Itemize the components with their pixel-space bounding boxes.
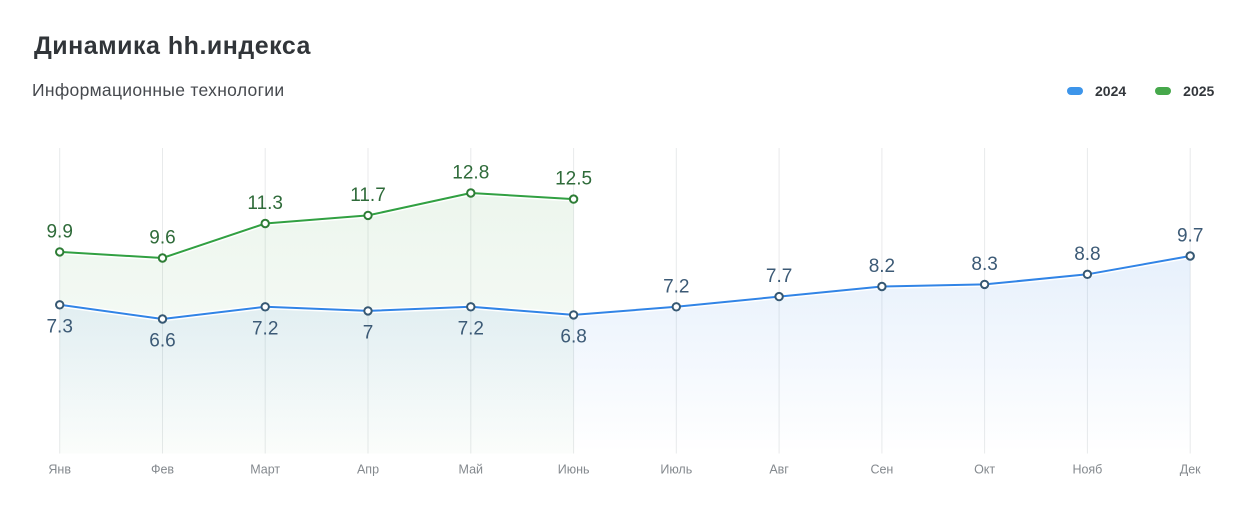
svg-text:Нояб: Нояб <box>1072 463 1102 477</box>
svg-text:7.2: 7.2 <box>663 276 689 297</box>
svg-text:Авг: Авг <box>769 463 789 477</box>
svg-text:9.7: 9.7 <box>1177 226 1203 247</box>
svg-text:11.3: 11.3 <box>247 193 283 214</box>
svg-text:8.3: 8.3 <box>971 254 997 275</box>
svg-text:Март: Март <box>250 463 280 477</box>
svg-text:6.6: 6.6 <box>149 331 175 352</box>
svg-text:7.7: 7.7 <box>766 266 792 287</box>
svg-text:12.8: 12.8 <box>452 163 489 184</box>
svg-text:Сен: Сен <box>870 463 893 477</box>
svg-text:12.5: 12.5 <box>555 169 592 190</box>
svg-text:7: 7 <box>363 322 374 343</box>
svg-text:Янв: Янв <box>48 463 71 477</box>
svg-text:8.8: 8.8 <box>1074 244 1100 265</box>
svg-text:Апр: Апр <box>357 463 379 477</box>
svg-text:Июль: Июль <box>660 463 692 477</box>
svg-text:Май: Май <box>459 463 484 477</box>
svg-text:7.2: 7.2 <box>252 318 278 339</box>
svg-text:6.8: 6.8 <box>560 326 586 347</box>
svg-text:9.9: 9.9 <box>46 221 72 242</box>
svg-text:7.2: 7.2 <box>458 318 484 339</box>
svg-text:Фев: Фев <box>151 463 174 477</box>
svg-text:8.2: 8.2 <box>869 256 895 277</box>
svg-text:7.3: 7.3 <box>46 316 72 337</box>
svg-text:11.7: 11.7 <box>350 185 386 206</box>
svg-text:9.6: 9.6 <box>149 228 175 249</box>
svg-text:Июнь: Июнь <box>558 463 590 477</box>
svg-text:Дек: Дек <box>1180 463 1201 477</box>
svg-text:Окт: Окт <box>974 463 995 477</box>
